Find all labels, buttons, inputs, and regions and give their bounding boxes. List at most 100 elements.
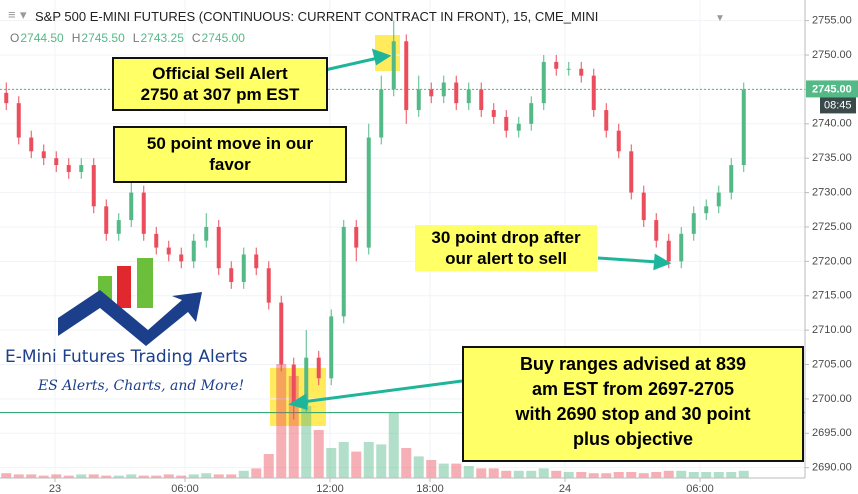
candle-body bbox=[529, 103, 534, 124]
annotation-line: Buy ranges advised at 839 bbox=[519, 354, 747, 374]
chart-title: S&P 500 E-MINI FUTURES (CONTINUOUS: CURR… bbox=[35, 9, 598, 24]
volume-bar bbox=[251, 468, 262, 478]
volume-bar bbox=[176, 475, 187, 478]
volume-bar bbox=[163, 474, 174, 478]
annotation-line: with 2690 stop and 30 point bbox=[515, 404, 751, 424]
candle-body bbox=[416, 89, 421, 111]
volume-bar bbox=[226, 474, 237, 478]
logo-arrow bbox=[58, 290, 202, 346]
candle-body bbox=[79, 165, 84, 172]
candle-body bbox=[54, 158, 59, 166]
volume-bar bbox=[401, 448, 412, 478]
volume-bar bbox=[51, 474, 62, 478]
volume-bar bbox=[701, 472, 712, 478]
y-tick-label: 2705.00 bbox=[812, 358, 852, 370]
ohlc-value: 2745.00 bbox=[202, 31, 246, 45]
x-tick-label: 12:00 bbox=[316, 483, 344, 494]
volume-bar bbox=[376, 444, 387, 478]
ohlc-key: L bbox=[133, 31, 140, 45]
arrowhead bbox=[288, 393, 308, 411]
candle-body bbox=[179, 254, 184, 262]
annotation-line: 30 point drop after bbox=[431, 228, 581, 247]
volume-bar bbox=[76, 474, 87, 478]
candle-body bbox=[216, 226, 221, 269]
candle-body bbox=[41, 151, 46, 159]
price-axis: 2690.00 2695.00 2700.00 2705.00 2710.00 2715.… bbox=[49, 15, 858, 494]
candle-body bbox=[366, 137, 371, 248]
volume-bar bbox=[651, 472, 662, 478]
countdown-box bbox=[820, 97, 856, 114]
candle-body bbox=[104, 206, 109, 234]
volume-bar bbox=[638, 473, 649, 478]
candle-body bbox=[229, 268, 234, 282]
volume-bar bbox=[288, 376, 299, 478]
volume-bar bbox=[38, 475, 49, 478]
y-tick-label: 2720.00 bbox=[812, 255, 852, 267]
x-tick-label: 06:00 bbox=[686, 483, 714, 494]
candle-body bbox=[304, 357, 309, 406]
candle-body bbox=[141, 192, 146, 234]
candle-body bbox=[504, 116, 509, 131]
candle-body bbox=[566, 68, 571, 70]
annotation: 50 point move in our favor bbox=[113, 126, 347, 183]
volume-bar bbox=[188, 474, 199, 478]
candle-body bbox=[16, 103, 21, 138]
volume-bar bbox=[363, 442, 374, 478]
volume-bar bbox=[538, 468, 549, 478]
volume-bar bbox=[113, 475, 124, 478]
candle-body bbox=[329, 316, 334, 379]
last-price-label: 2745.00 bbox=[812, 83, 852, 95]
title-dropdown[interactable]: ▼ bbox=[715, 13, 725, 24]
logo-subtitle: ES Alerts, Charts, and More! bbox=[37, 378, 244, 394]
volume-bar bbox=[138, 475, 149, 478]
y-tick-label: 2755.00 bbox=[812, 15, 852, 27]
volume-bar bbox=[551, 470, 562, 478]
arrow bbox=[301, 379, 463, 404]
annotation: Official Sell Alert 2750 at 307 pm EST bbox=[112, 57, 328, 111]
volume-bar bbox=[713, 472, 724, 478]
logo: E-Mini Futures Trading Alerts ES Alerts,… bbox=[5, 258, 248, 394]
volume-bar bbox=[276, 364, 287, 478]
volume-bar bbox=[663, 470, 674, 478]
y-tick-label: 2690.00 bbox=[812, 462, 852, 474]
candle-body bbox=[454, 82, 459, 104]
candle-body bbox=[654, 220, 659, 241]
candle-body bbox=[641, 192, 646, 221]
volume-bar bbox=[513, 470, 524, 478]
arrow bbox=[597, 256, 659, 264]
menu-icon[interactable]: ≡ bbox=[8, 7, 16, 22]
volume-bar bbox=[388, 412, 399, 478]
ohlc-value: 2744.50 bbox=[20, 31, 64, 45]
ohlc-key: O bbox=[10, 31, 19, 45]
candle-body bbox=[729, 165, 734, 193]
candle-body bbox=[491, 110, 496, 117]
volume-bar bbox=[588, 473, 599, 478]
annotation: 30 point drop after our alert to sell bbox=[415, 225, 597, 271]
collapse-icon[interactable]: ▾ bbox=[20, 7, 27, 22]
y-tick-label: 2715.00 bbox=[812, 290, 852, 302]
annotation-line: am EST from 2697-2705 bbox=[531, 379, 735, 399]
y-tick-label: 2735.00 bbox=[812, 152, 852, 164]
x-tick-label: 18:00 bbox=[416, 483, 444, 494]
candle-body bbox=[91, 165, 96, 207]
volume-bar bbox=[463, 466, 474, 478]
annotation-line: plus objective bbox=[572, 429, 694, 449]
arrowhead bbox=[371, 48, 392, 66]
arrowhead bbox=[653, 253, 672, 271]
volume-bar bbox=[326, 448, 337, 478]
candle-body bbox=[679, 233, 684, 262]
volume-bar bbox=[238, 470, 249, 478]
volume-bar bbox=[601, 473, 612, 478]
candles bbox=[4, 20, 746, 420]
y-tick-label: 2710.00 bbox=[812, 324, 852, 336]
candle-body bbox=[479, 89, 484, 111]
candle-body bbox=[441, 82, 446, 97]
volume-bar bbox=[1, 473, 12, 478]
volume-bar bbox=[488, 468, 499, 478]
volume-bar bbox=[626, 472, 637, 478]
last-price-box bbox=[806, 80, 858, 98]
annotation-line: our alert to sell bbox=[445, 249, 567, 268]
volume-bar bbox=[426, 460, 437, 478]
arrows bbox=[288, 48, 672, 411]
y-tick-label: 2695.00 bbox=[812, 427, 852, 439]
